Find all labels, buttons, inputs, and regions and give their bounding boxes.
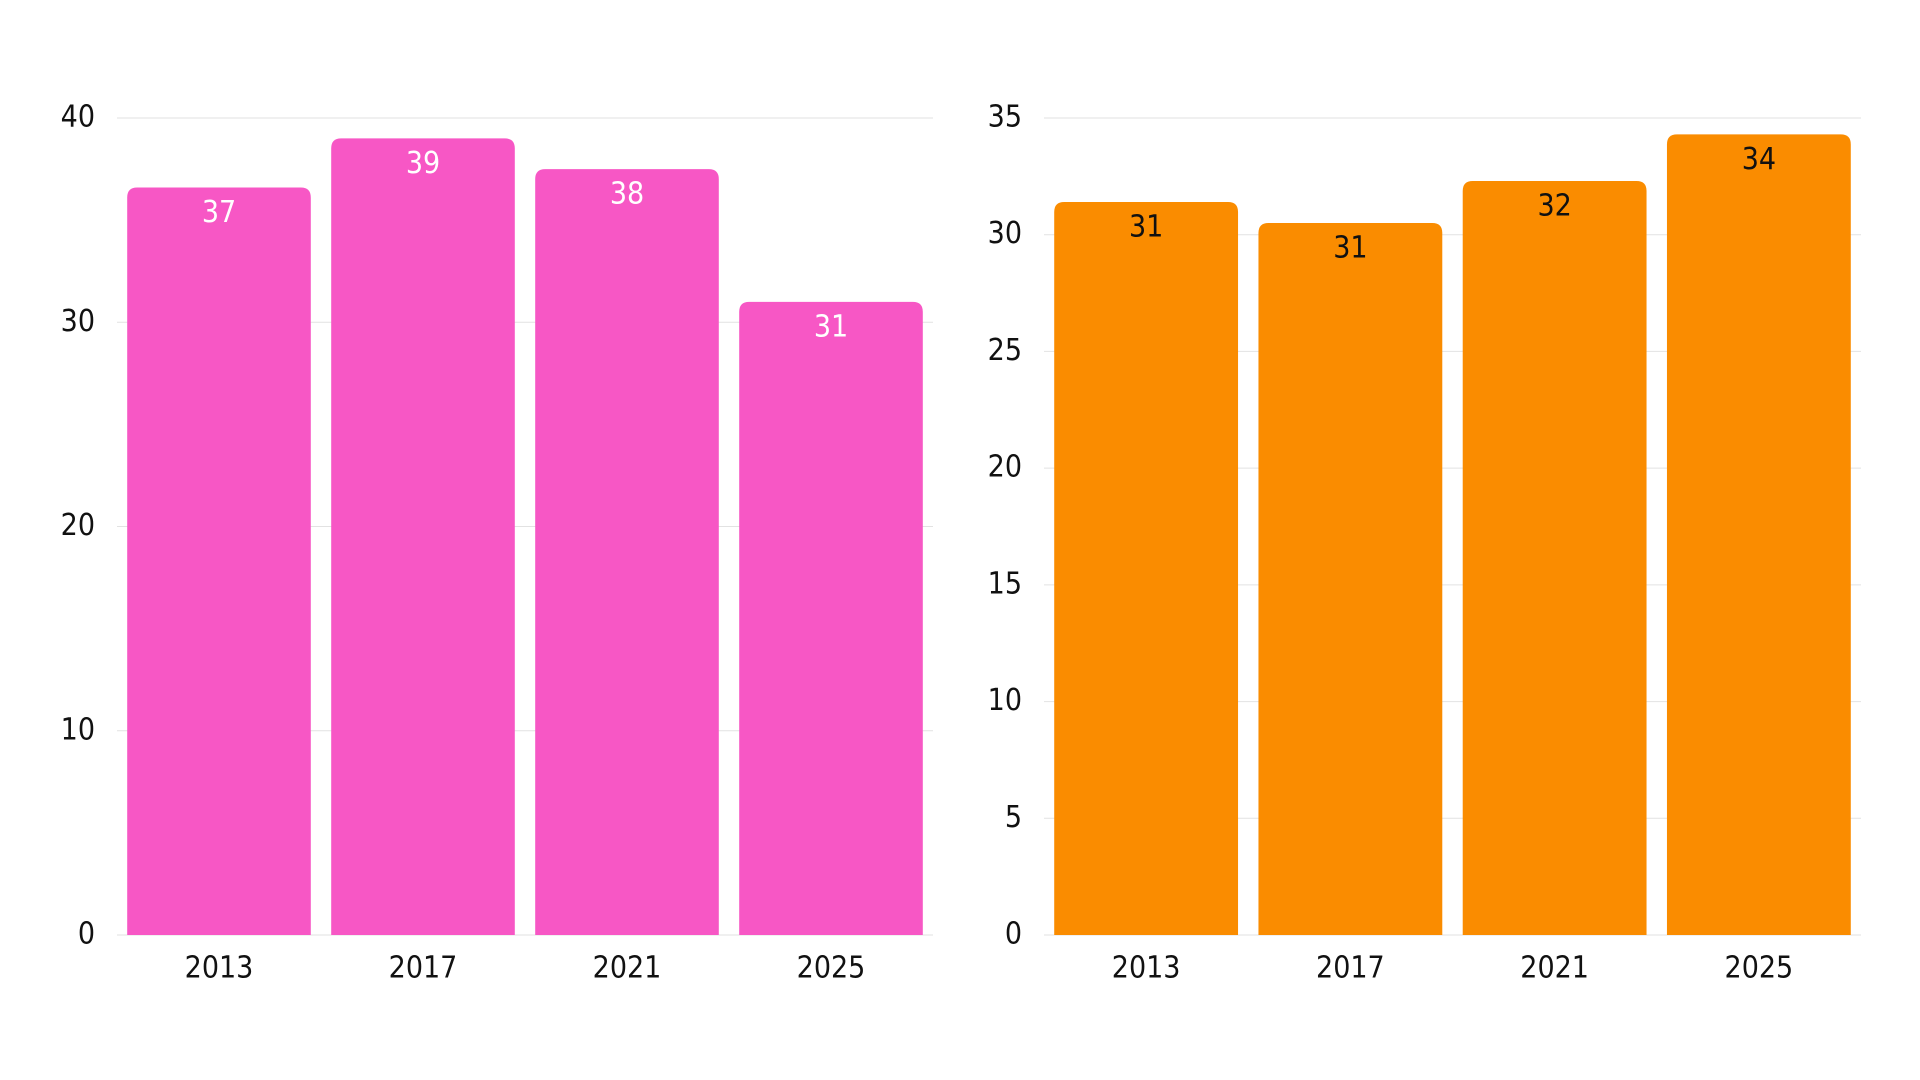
y-tick-label: 5 xyxy=(1005,800,1022,835)
x-tick-label: 2021 xyxy=(1520,951,1589,986)
value-label: 39 xyxy=(406,146,440,181)
y-tick-label: 0 xyxy=(1005,917,1022,952)
y-tick-label: 20 xyxy=(988,450,1022,485)
bar xyxy=(127,187,311,935)
y-tick-label: 10 xyxy=(988,683,1022,718)
y-tick-label: 0 xyxy=(78,917,95,952)
bar xyxy=(739,301,923,935)
value-label: 31 xyxy=(1333,231,1367,266)
value-label: 37 xyxy=(202,195,236,230)
x-tick-label: 2025 xyxy=(797,951,866,986)
y-tick-label: 30 xyxy=(988,216,1022,251)
x-tick-label: 2017 xyxy=(1316,951,1385,986)
x-tick-label: 2017 xyxy=(389,951,458,986)
x-tick-label: 2013 xyxy=(185,951,254,986)
value-label: 38 xyxy=(610,177,644,212)
x-tick-label: 2025 xyxy=(1725,951,1794,986)
bar xyxy=(535,169,719,935)
bar xyxy=(1054,202,1239,935)
x-tick-label: 2021 xyxy=(593,951,662,986)
y-tick-label: 30 xyxy=(61,304,95,339)
y-tick-label: 40 xyxy=(61,100,95,135)
y-tick-label: 20 xyxy=(61,508,95,543)
value-label: 31 xyxy=(814,309,848,344)
bar xyxy=(1258,223,1443,936)
bar xyxy=(1666,134,1851,936)
x-tick-label: 2013 xyxy=(1112,951,1181,986)
value-label: 34 xyxy=(1742,142,1776,177)
bar xyxy=(1462,181,1647,936)
value-label: 31 xyxy=(1129,210,1163,245)
y-tick-label: 35 xyxy=(988,100,1022,135)
y-tick-label: 10 xyxy=(61,712,95,747)
y-tick-label: 15 xyxy=(988,566,1022,601)
value-label: 32 xyxy=(1537,189,1571,224)
y-tick-label: 25 xyxy=(988,333,1022,368)
bar xyxy=(331,138,515,936)
